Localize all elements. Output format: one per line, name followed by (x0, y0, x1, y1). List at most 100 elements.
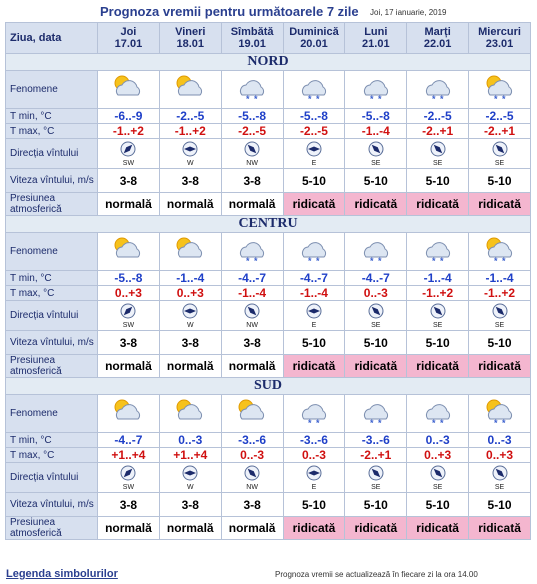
tmin-value: -2..-5 (406, 108, 470, 124)
wind-speed-value: 5-10 (468, 330, 531, 355)
weather-icon: * * (301, 404, 326, 428)
wind-dir-label: SW (122, 483, 135, 491)
tmax-value: -1..-4 (344, 123, 408, 139)
wind-dir-label: NW (246, 321, 258, 329)
svg-text:*: * (246, 94, 250, 104)
svg-text:*: * (370, 418, 374, 428)
wind-arrow (182, 465, 198, 480)
wind-arrow (244, 303, 260, 318)
wind-speed-value: 5-10 (344, 168, 408, 193)
phenomena-cell: * * (406, 70, 470, 109)
day-header: Vineri 18.01 (158, 22, 222, 54)
row-label: Presiunea atmosferică (5, 354, 98, 378)
wind-dir-cell: NW (220, 138, 284, 169)
tmin-row: T min, °C -4..-7 0..-3 -3..-6 -3..-6 -3..-6 0.… (5, 432, 531, 448)
phenomena-cell: * * (468, 232, 531, 271)
row-label: Viteza vîntului, m/s (5, 492, 98, 517)
pressure-value: ridicată (406, 354, 470, 378)
pressure-value: normală (158, 192, 222, 216)
phenomena-cell: * * (468, 394, 531, 433)
tmin-value: -4..-7 (282, 270, 346, 286)
section-row: SUD (5, 377, 531, 395)
wind-speed-value: 3-8 (158, 330, 222, 355)
phenomena-cell: * * (220, 232, 284, 271)
row-label: Direcția vîntului (5, 462, 98, 493)
wind-speed-row: Viteza vîntului, m/s 3-8 3-8 3-8 5-10 5-10 5-1… (5, 492, 531, 517)
day-header: Luni 21.01 (344, 22, 408, 54)
wind-arrow (244, 465, 260, 480)
wind-dir-label: SE (494, 483, 505, 491)
wind-arrow (182, 303, 198, 318)
tmin-value: -2..-5 (468, 108, 531, 124)
svg-text:*: * (370, 94, 374, 104)
pressure-value: normală (220, 192, 284, 216)
tmin-value: -1..-4 (158, 270, 222, 286)
wind-dir-cell: SE (468, 462, 531, 493)
day-name: Marți (424, 26, 451, 38)
tmax-value: -2..-5 (282, 123, 346, 139)
section-row: NORD (5, 53, 531, 71)
phenomena-cell: * * (282, 232, 346, 271)
svg-text:*: * (378, 418, 382, 428)
weather-icon: * * (486, 75, 512, 104)
wind-dir-label: SW (122, 159, 135, 167)
row-label: Presiunea atmosferică (5, 516, 98, 540)
tmax-value: 0..+3 (158, 285, 222, 301)
weather-icon: * * (425, 80, 450, 104)
wind-dir-cell: W (158, 138, 222, 169)
legend-link[interactable]: Legenda simbolurilor (6, 568, 118, 580)
wind-dir-label: E (311, 321, 317, 329)
weather-icon: * * (301, 242, 326, 266)
wind-arrow (244, 141, 260, 156)
row-label: T min, °C (5, 270, 98, 286)
phenomena-cell: * * (406, 394, 470, 433)
weather-icon: * * (240, 242, 265, 266)
wind-dir-label: SE (371, 321, 381, 329)
day-header: Miercuri 23.01 (468, 22, 531, 54)
section-row: CENTRU (5, 215, 531, 233)
forecast-table: Ziua, data Joi 17.01 Vineri 18.01 Sîmbătă 19.0… (5, 22, 531, 540)
tmax-value: -2..+1 (468, 123, 531, 139)
wind-arrow (306, 141, 322, 156)
pressure-value: normală (158, 354, 222, 378)
wind-arrow (492, 141, 508, 156)
row-label: Viteza vîntului, m/s (5, 168, 98, 193)
pressure-value: ridicată (468, 354, 531, 378)
wind-dir-cell: NW (220, 300, 284, 331)
wind-dir-label: W (186, 159, 194, 167)
pressure-row: Presiunea atmosferică normală normală norma… (5, 354, 531, 378)
wind-dir-cell: E (282, 300, 346, 331)
wind-speed-value: 5-10 (406, 168, 470, 193)
wind-arrow (492, 465, 508, 480)
svg-text:*: * (308, 256, 312, 266)
svg-text:*: * (502, 418, 506, 428)
weather-icon (114, 399, 141, 420)
svg-text:*: * (378, 256, 382, 266)
wind-dir-cell: E (282, 462, 346, 493)
pressure-row: Presiunea atmosferică normală normală norma… (5, 516, 531, 540)
tmin-value: -4..-7 (97, 432, 160, 448)
wind-dir-cell: SE (406, 462, 470, 493)
pressure-value: ridicată (282, 516, 346, 540)
phenomena-row: Fenomene * * * * * * * * (5, 394, 531, 433)
wind-dir-cell: SE (344, 462, 408, 493)
wind-dir-cell: SE (468, 138, 531, 169)
wind-dir-label: SE (371, 483, 381, 491)
day-name: Luni (364, 26, 388, 38)
wind-dir-cell: SW (97, 138, 160, 169)
pressure-row: Presiunea atmosferică normală normală norma… (5, 192, 531, 216)
phenomena-cell (158, 70, 222, 109)
tmax-row: T max, °C +1..+4 +1..+4 0..-3 0..-3 -2..+1 0..… (5, 447, 531, 463)
row-label: T max, °C (5, 447, 98, 463)
wind-dir-label: SE (494, 321, 505, 329)
header-row: Ziua, data Joi 17.01 Vineri 18.01 Sîmbătă 19.0… (5, 22, 531, 54)
weather-icon (176, 237, 203, 258)
row-label: T min, °C (5, 108, 98, 124)
wind-dir-cell: NW (220, 462, 284, 493)
weather-icon: * * (425, 404, 450, 428)
tmax-row: T max, °C -1..+2 -1..+2 -2..-5 -2..-5 -1..-4-… (5, 123, 531, 139)
tmin-value: 0..-3 (406, 432, 470, 448)
pressure-value: normală (158, 516, 222, 540)
phenomena-cell (220, 394, 284, 433)
wind-dir-cell: W (158, 300, 222, 331)
